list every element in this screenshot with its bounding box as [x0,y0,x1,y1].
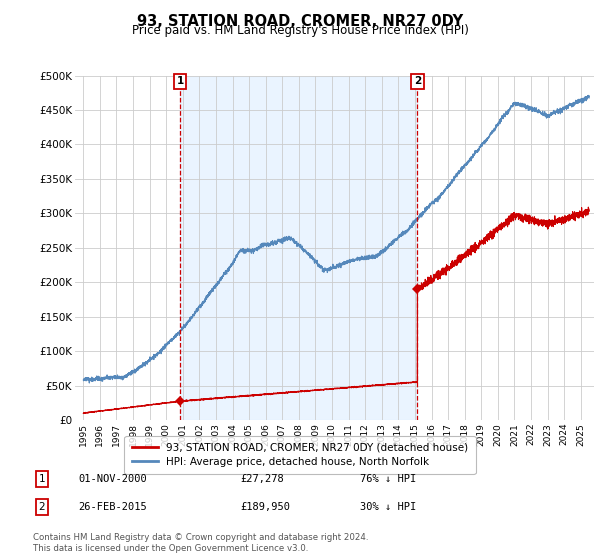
Text: 2: 2 [38,502,46,512]
Text: 2: 2 [414,76,421,86]
Text: 93, STATION ROAD, CROMER, NR27 0DY: 93, STATION ROAD, CROMER, NR27 0DY [137,14,463,29]
Text: 30% ↓ HPI: 30% ↓ HPI [360,502,416,512]
Text: 76% ↓ HPI: 76% ↓ HPI [360,474,416,484]
Text: Contains HM Land Registry data © Crown copyright and database right 2024.
This d: Contains HM Land Registry data © Crown c… [33,533,368,553]
Text: 1: 1 [176,76,184,86]
Text: £27,278: £27,278 [240,474,284,484]
Text: Price paid vs. HM Land Registry's House Price Index (HPI): Price paid vs. HM Land Registry's House … [131,24,469,37]
Text: 01-NOV-2000: 01-NOV-2000 [78,474,147,484]
Text: 26-FEB-2015: 26-FEB-2015 [78,502,147,512]
Legend: 93, STATION ROAD, CROMER, NR27 0DY (detached house), HPI: Average price, detache: 93, STATION ROAD, CROMER, NR27 0DY (deta… [124,436,476,474]
Text: £189,950: £189,950 [240,502,290,512]
Bar [180,76,418,420]
Text: 1: 1 [38,474,46,484]
